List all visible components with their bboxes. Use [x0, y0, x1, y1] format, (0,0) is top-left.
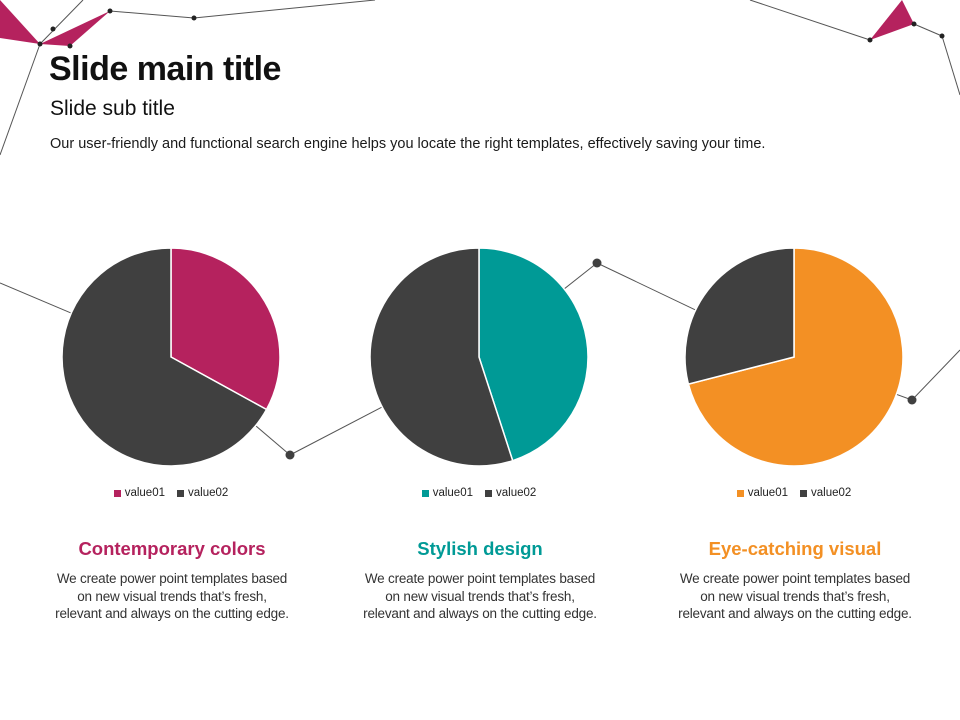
- chart-legend-2: value01 value02: [359, 487, 599, 499]
- feature-line: on new visual trends that’s fresh,: [385, 588, 575, 604]
- legend-item-value02: value02: [485, 487, 536, 499]
- pie-slice-value01: [687, 247, 904, 467]
- pie-slice-value02: [369, 247, 514, 467]
- feature-line: on new visual trends that’s fresh,: [700, 588, 890, 604]
- magenta-triangle-topright: [870, 0, 914, 40]
- feature-contemporary-colors: Contemporary colors We create power poin…: [22, 538, 322, 623]
- legend-label-value02: value02: [811, 487, 852, 499]
- magenta-triangle-topleft-b: [40, 11, 110, 46]
- chart-legend-3: value01 value02: [674, 487, 914, 499]
- legend-item-value01: value01: [736, 487, 788, 499]
- chart-legend-1: value01 value02: [51, 487, 291, 499]
- legend-label-value01: value01: [747, 487, 788, 499]
- pie-svg-2: [369, 247, 589, 467]
- slide-subtitle: Slide sub title: [50, 97, 175, 120]
- pie-chart-1: value01 value02: [51, 240, 291, 510]
- feature-title: Stylish design: [417, 538, 543, 559]
- feature-line: relevant and always on the cutting edge.: [678, 606, 912, 621]
- legend-swatch-value01: [736, 489, 744, 497]
- feature-line: relevant and always on the cutting edge.: [363, 606, 597, 621]
- legend-swatch-value02: [485, 489, 492, 497]
- legend-label-value01: value01: [124, 487, 165, 499]
- pie-slice-value02: [61, 247, 268, 467]
- legend-swatch-value01: [113, 489, 121, 497]
- legend-label-value02: value02: [496, 487, 537, 499]
- pie-svg-3: [684, 247, 904, 467]
- pie-chart-2: value01 value02: [359, 240, 599, 510]
- magenta-triangle-topleft-a: [0, 0, 40, 44]
- legend-label-value02: value02: [188, 487, 229, 499]
- feature-line: We create power point templates based: [679, 571, 911, 586]
- feature-title: Eye-catching visual: [708, 538, 882, 559]
- legend-item-value01: value01: [421, 487, 473, 499]
- legend-item-value01: value01: [113, 487, 165, 499]
- pie-slice-value01: [170, 247, 281, 411]
- pie-chart-3: value01 value02: [674, 240, 914, 510]
- pie-svg-1: [61, 247, 281, 467]
- feature-line: We create power point templates based: [56, 571, 288, 586]
- feature-line: relevant and always on the cutting edge.: [55, 606, 289, 621]
- legend-item-value02: value02: [800, 487, 851, 499]
- legend-item-value02: value02: [177, 487, 228, 499]
- feature-description: We create power point templates based on…: [330, 570, 630, 623]
- legend-label-value01: value01: [432, 487, 473, 499]
- legend-swatch-value02: [800, 489, 807, 497]
- legend-swatch-value01: [421, 489, 429, 497]
- feature-description: We create power point templates based on…: [22, 570, 322, 623]
- slide-description: Our user-friendly and functional search …: [50, 136, 766, 152]
- feature-description: We create power point templates based on…: [645, 570, 945, 623]
- pie-slice-value02: [684, 247, 795, 386]
- slide-title: Slide main title: [49, 50, 281, 88]
- feature-title: Contemporary colors: [78, 538, 266, 559]
- legend-swatch-value02: [177, 489, 184, 497]
- pie-slice-value01: [478, 247, 589, 462]
- feature-eye-catching-visual: Eye-catching visual We create power poin…: [645, 538, 945, 623]
- feature-stylish-design: Stylish design We create power point tem…: [330, 538, 630, 623]
- feature-line: We create power point templates based: [364, 571, 596, 586]
- feature-line: on new visual trends that’s fresh,: [77, 588, 267, 604]
